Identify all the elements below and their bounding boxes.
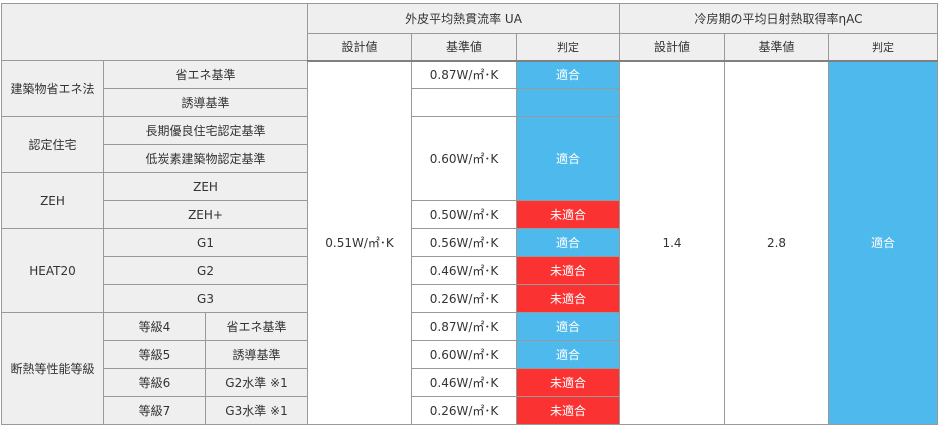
row-label: G2 [102,256,309,285]
ua-judge-ok: 適合 [516,228,621,257]
grade-label: 等級6 [103,368,206,397]
ua-judge-ok: 適合 [516,116,621,201]
category-dannetsu: 断熱等性能等級 [1,312,104,425]
ua-standard-value: 0.87W/㎡･K [411,60,518,89]
category-zeh: ZEH [1,172,104,229]
ua-standard-value: 0.46W/㎡･K [411,368,518,397]
row-label: G3 [102,284,309,313]
ua-standard-value: 0.50W/㎡･K [411,200,518,229]
row-label: G1 [102,228,309,257]
performance-table: 外皮平均熱貫流率 UA 冷房期の平均日射熱取得率ηAC 設計値 基準値 判定 設… [0,3,939,425]
ua-standard-value: 0.60W/㎡･K [411,340,518,369]
eta-standard-header: 基準値 [724,33,830,62]
eta-standard-value: 2.8 [724,60,830,425]
ua-title: 外皮平均熱貫流率 UA [307,3,621,34]
ua-standard-value: 0.26W/㎡･K [411,284,518,313]
row-label: G2水準 ※1 [204,368,309,397]
ua-judge-ng: 未適合 [516,284,621,313]
ua-judge-ng: 未適合 [516,256,621,285]
eta-design-value: 1.4 [619,60,726,425]
ua-standard-empty [411,88,518,117]
row-label: 低炭素建築物認定基準 [102,144,309,173]
ua-design-value: 0.51W/㎡･K [307,60,413,425]
ua-judge-ng: 未適合 [516,368,621,397]
eta-judge-header: 判定 [828,33,939,62]
ua-standard-value: 0.26W/㎡･K [411,396,518,425]
ua-design-header: 設計値 [307,33,413,62]
ua-standard-value: 0.46W/㎡･K [411,256,518,285]
ua-standard-value: 0.56W/㎡･K [411,228,518,257]
grade-label: 等級5 [103,340,206,369]
row-label: 省エネ基準 [204,312,309,341]
row-label: ZEH [102,172,309,201]
ua-standard-header: 基準値 [411,33,518,62]
ua-judge-ok: 適合 [516,312,621,341]
category-nintei: 認定住宅 [1,116,104,173]
row-label: ZEH+ [102,200,309,229]
category-heat20: HEAT20 [1,228,104,313]
eta-judge-ok: 適合 [828,60,939,425]
ua-judge-ok: 適合 [516,60,621,89]
ua-judge-header: 判定 [516,33,621,62]
row-label: G3水準 ※1 [204,396,309,425]
ua-judge-ng: 未適合 [516,200,621,229]
ua-judge-ok: 適合 [516,340,621,369]
eta-design-header: 設計値 [619,33,726,62]
category-kenchiku: 建築物省エネ法 [1,60,104,117]
ua-judge-ng: 未適合 [516,396,621,425]
eta-title: 冷房期の平均日射熱取得率ηAC [619,3,939,34]
ua-judge-ok-fill [516,88,621,117]
row-label: 誘導基準 [102,88,309,117]
grade-label: 等級4 [103,312,206,341]
ua-standard-value: 0.87W/㎡･K [411,312,518,341]
row-label: 長期優良住宅認定基準 [102,116,309,145]
row-label: 省エネ基準 [102,60,309,89]
grade-label: 等級7 [103,396,206,425]
corner-cell [0,3,309,61]
ua-standard-value: 0.60W/㎡･K [411,116,518,201]
row-label: 誘導基準 [204,340,309,369]
